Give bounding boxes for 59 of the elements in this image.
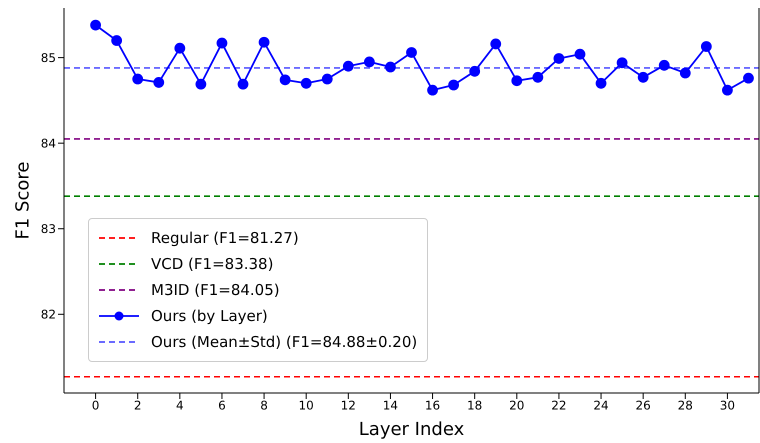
point — [427, 84, 438, 96]
x-tick-label: 20 — [509, 398, 524, 413]
y-tick-label: 83 — [40, 222, 56, 236]
point — [90, 20, 101, 31]
point — [469, 66, 480, 77]
x-tick-label: 6 — [218, 398, 226, 413]
legend-label: Ours (Mean±Std) (F1=84.88±0.20) — [151, 332, 418, 353]
point — [406, 47, 417, 58]
point — [448, 80, 460, 90]
point — [153, 77, 164, 88]
x-tick-label: 12 — [340, 398, 356, 413]
legend-label: M3ID (F1=84.05) — [151, 280, 280, 301]
point — [574, 48, 586, 60]
x-tick-label: 26 — [636, 398, 651, 413]
point — [174, 42, 186, 54]
point — [743, 72, 754, 84]
point — [195, 78, 206, 90]
point — [554, 53, 564, 64]
x-tick-label: 24 — [593, 398, 609, 413]
point — [132, 74, 144, 84]
x-tick-label: 30 — [720, 398, 736, 413]
point — [258, 36, 270, 48]
point — [680, 68, 691, 78]
point — [700, 41, 712, 52]
point — [322, 74, 333, 84]
point — [300, 78, 312, 89]
x-tick-label: 4 — [176, 398, 184, 413]
y-tick-label: 82 — [40, 308, 56, 322]
x-tick-label: 16 — [424, 398, 440, 413]
point — [364, 56, 375, 68]
point — [616, 57, 628, 68]
point — [342, 60, 354, 72]
x-tick-label: 18 — [467, 398, 482, 413]
x-tick-label: 0 — [92, 398, 100, 413]
legend-label: VCD (F1=83.38) — [151, 254, 274, 275]
point — [385, 62, 396, 72]
point — [658, 60, 670, 71]
y-tick-label: 84 — [40, 136, 56, 150]
y-tick-label: 85 — [40, 50, 56, 65]
x-tick-label: 2 — [134, 398, 142, 413]
y-axis-title: F1 Score — [12, 162, 34, 240]
point — [238, 78, 248, 90]
x-tick-label: 10 — [298, 398, 314, 413]
point — [638, 72, 649, 83]
x-tick-label: 8 — [260, 398, 268, 413]
point — [511, 75, 522, 86]
x-tick-label: 28 — [678, 398, 693, 413]
point — [596, 78, 606, 89]
legend-label: Regular (F1=81.27) — [151, 228, 299, 249]
legend-label: Ours (by Layer) — [151, 306, 268, 327]
x-tick-label: 22 — [551, 398, 567, 413]
point — [280, 74, 291, 86]
x-axis-title: Layer Index — [358, 419, 465, 440]
point — [490, 38, 502, 50]
point — [111, 35, 122, 46]
point — [216, 38, 228, 48]
point — [722, 84, 733, 96]
x-tick-label: 14 — [382, 398, 398, 413]
point — [532, 72, 544, 83]
